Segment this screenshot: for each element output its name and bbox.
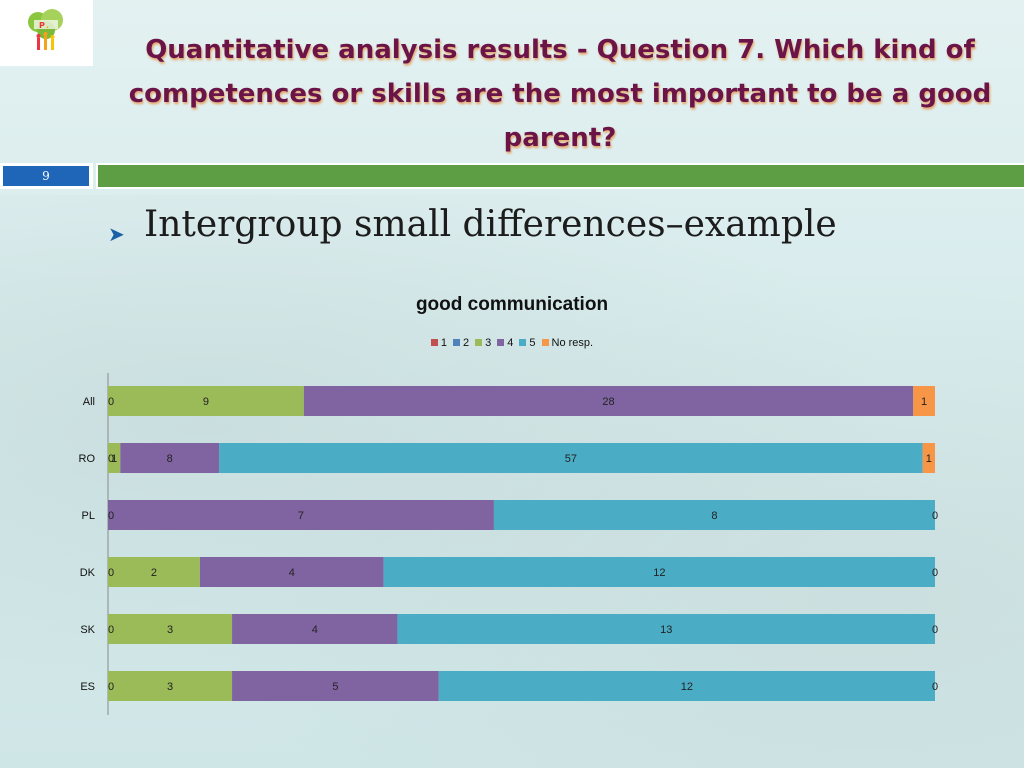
category-label-es: ES bbox=[80, 681, 95, 693]
chart-legend: 1 2 3 4 5 No resp. bbox=[0, 337, 1024, 349]
bar-segment-dk-4 bbox=[383, 557, 936, 587]
slide-title: Quantitative analysis results - Question… bbox=[128, 35, 992, 153]
data-label-all-2: 28 bbox=[602, 396, 614, 408]
data-label-dk-2: 4 bbox=[289, 567, 295, 579]
category-label-dk: DK bbox=[80, 567, 96, 579]
data-label-ro-3: 57 bbox=[565, 453, 577, 465]
data-label-dk-3: 12 bbox=[653, 567, 665, 579]
svg-text:.: . bbox=[46, 21, 49, 30]
data-label-sk-4: 0 bbox=[932, 624, 938, 636]
data-label-pl-0: 0 bbox=[108, 510, 114, 522]
bar-segment-ro-4 bbox=[219, 443, 923, 473]
data-label-all-1: 9 bbox=[203, 396, 209, 408]
legend-item-5: No resp. bbox=[541, 337, 594, 349]
bar-segment-es-2 bbox=[108, 671, 233, 701]
data-label-sk-1: 3 bbox=[167, 624, 173, 636]
header-divider-bar bbox=[98, 165, 1024, 187]
bar-segment-ro-5 bbox=[922, 443, 935, 473]
legend-item-4: 5 bbox=[519, 337, 536, 349]
bar-segment-es-4 bbox=[438, 671, 935, 701]
data-label-es-1: 3 bbox=[167, 681, 173, 693]
bar-segment-ro-3 bbox=[120, 443, 220, 473]
legend-item-1: 2 bbox=[453, 337, 469, 349]
data-label-all-0: 0 bbox=[108, 396, 114, 408]
data-label-es-0: 0 bbox=[108, 681, 114, 693]
bar-segment-sk-3 bbox=[232, 614, 398, 644]
logo: P . bbox=[0, 0, 93, 66]
bar-segment-sk-4 bbox=[397, 614, 935, 644]
bar-segment-pl-3 bbox=[108, 500, 494, 530]
legend-swatch-1 bbox=[453, 339, 461, 346]
category-label-sk: SK bbox=[80, 624, 95, 636]
bar-segment-all-5 bbox=[913, 386, 935, 416]
tree-logo-icon: P . bbox=[28, 9, 63, 50]
legend-swatch-5 bbox=[541, 339, 549, 346]
legend-item-3: 4 bbox=[497, 337, 513, 349]
data-label-ro-0: 0 bbox=[108, 453, 114, 465]
legend-swatch-2 bbox=[475, 339, 483, 346]
legend-swatch-0 bbox=[430, 339, 438, 346]
data-label-es-4: 0 bbox=[932, 681, 938, 693]
bar-segment-dk-2 bbox=[108, 557, 200, 587]
legend-label-4: 5 bbox=[529, 337, 536, 349]
legend-item-2: 3 bbox=[475, 337, 491, 349]
chart-title: good communication bbox=[415, 294, 609, 315]
data-label-pl-2: 8 bbox=[711, 510, 717, 522]
legend-label-2: 3 bbox=[485, 337, 492, 349]
data-label-dk-0: 0 bbox=[108, 567, 114, 579]
bar-segment-all-2 bbox=[108, 386, 304, 416]
bar-segment-dk-3 bbox=[199, 557, 384, 587]
legend-item-0: 1 bbox=[430, 337, 448, 349]
category-label-ro: RO bbox=[79, 453, 96, 465]
legend-label-3: 4 bbox=[507, 337, 514, 349]
data-label-pl-1: 7 bbox=[298, 510, 304, 522]
bar-segment-sk-2 bbox=[108, 614, 233, 644]
legend-label-0: 1 bbox=[440, 337, 448, 349]
legend-label-5: No resp. bbox=[551, 337, 594, 349]
data-label-sk-2: 4 bbox=[312, 624, 318, 636]
data-label-pl-3: 0 bbox=[932, 510, 938, 522]
slide-number: 9 bbox=[3, 166, 89, 186]
bullet-arrow-icon: ➤ bbox=[108, 222, 125, 246]
data-label-ro-4: 1 bbox=[926, 453, 932, 465]
category-label-all: All bbox=[83, 396, 95, 408]
bar-segment-ro-2 bbox=[108, 443, 121, 473]
data-label-sk-0: 0 bbox=[108, 624, 114, 636]
legend-swatch-4 bbox=[519, 339, 527, 346]
category-label-pl: PL bbox=[82, 510, 95, 522]
bar-segment-es-3 bbox=[232, 671, 439, 701]
data-label-ro-2: 8 bbox=[167, 453, 173, 465]
legend-label-1: 2 bbox=[463, 337, 470, 349]
data-label-dk-1: 2 bbox=[151, 567, 157, 579]
svg-text:P: P bbox=[39, 21, 45, 30]
bar-segment-pl-4 bbox=[493, 500, 935, 530]
bar-segment-all-3 bbox=[303, 386, 914, 416]
data-label-es-3: 12 bbox=[681, 681, 693, 693]
data-label-all-3: 1 bbox=[921, 396, 927, 408]
data-label-es-2: 5 bbox=[332, 681, 338, 693]
data-label-ro-1: 1 bbox=[111, 453, 117, 465]
data-label-sk-3: 13 bbox=[660, 624, 672, 636]
data-label-dk-4: 0 bbox=[932, 567, 938, 579]
bullet-text: Intergroup small differences–example bbox=[144, 204, 837, 245]
legend-swatch-3 bbox=[497, 339, 505, 346]
